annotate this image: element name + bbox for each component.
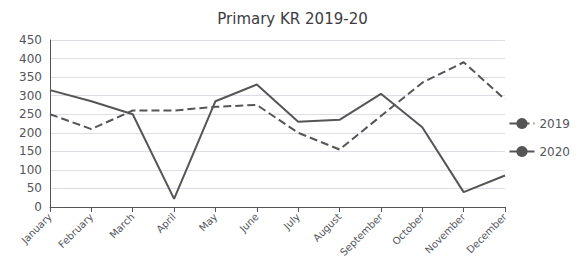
svg-text:April: April xyxy=(154,211,178,235)
svg-text:100: 100 xyxy=(19,163,42,177)
svg-text:December: December xyxy=(464,210,509,255)
svg-text:450: 450 xyxy=(19,33,42,47)
svg-text:50: 50 xyxy=(27,181,42,195)
svg-text:250: 250 xyxy=(19,107,42,121)
svg-text:150: 150 xyxy=(19,144,42,158)
svg-text:200: 200 xyxy=(19,126,42,140)
svg-text:June: June xyxy=(237,211,261,235)
svg-text:2020: 2020 xyxy=(539,145,570,159)
svg-text:August: August xyxy=(311,211,344,244)
svg-text:March: March xyxy=(107,211,136,240)
svg-text:300: 300 xyxy=(19,89,42,103)
svg-text:July: July xyxy=(281,211,302,232)
svg-text:October: October xyxy=(390,210,427,247)
svg-text:September: September xyxy=(338,210,385,257)
svg-text:400: 400 xyxy=(19,52,42,66)
svg-text:0: 0 xyxy=(34,200,42,214)
svg-text:February: February xyxy=(56,211,95,250)
svg-text:2019: 2019 xyxy=(539,117,570,131)
svg-text:January: January xyxy=(19,211,54,246)
svg-text:Primary KR 2019-20: Primary KR 2019-20 xyxy=(217,10,367,28)
svg-text:May: May xyxy=(197,211,219,233)
svg-text:November: November xyxy=(423,210,468,255)
svg-text:350: 350 xyxy=(19,70,42,84)
